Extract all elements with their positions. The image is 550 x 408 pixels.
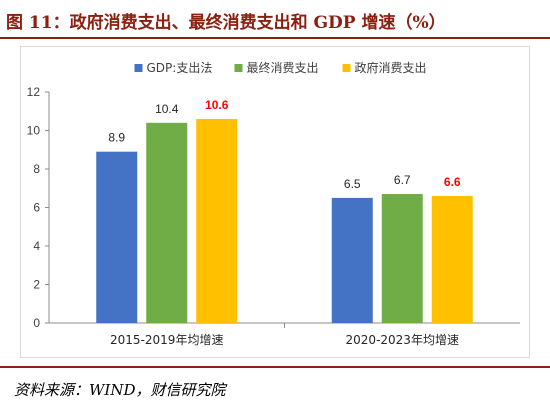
bar	[431, 195, 473, 323]
y-tick-label: 8	[33, 162, 40, 176]
legend-swatch	[234, 64, 243, 72]
plot-frame	[20, 46, 530, 358]
y-tick-label: 2	[33, 278, 40, 292]
bar	[196, 118, 238, 323]
data-label: 8.9	[108, 131, 125, 145]
data-label: 6.5	[344, 177, 361, 191]
y-tick-label: 4	[33, 239, 40, 253]
title-divider	[0, 37, 550, 39]
bar	[146, 122, 188, 323]
data-label: 6.7	[394, 173, 411, 187]
x-tick-label: 2020-2023年均增速	[346, 333, 459, 347]
y-tick-label: 12	[27, 85, 41, 99]
x-tick-label: 2015-2019年均增速	[110, 333, 223, 347]
source-note: 资料来源：WIND，财信研究院	[14, 381, 226, 399]
bar	[331, 197, 373, 323]
footer-divider	[0, 366, 550, 368]
data-label: 10.6	[205, 98, 229, 112]
y-tick-label: 0	[33, 316, 40, 330]
bar	[381, 194, 423, 323]
data-label: 6.6	[444, 175, 461, 189]
legend-label: 最终消费支出	[247, 60, 319, 75]
legend-swatch	[134, 64, 143, 72]
legend-label: 政府消费支出	[355, 60, 427, 75]
legend-swatch	[342, 64, 351, 72]
legend-label: GDP:支出法	[147, 61, 213, 75]
bar	[96, 151, 138, 323]
y-tick-label: 10	[27, 124, 41, 138]
y-tick-label: 6	[33, 201, 40, 215]
chart-title: 图 11：政府消费支出、最终消费支出和 GDP 增速（%）	[6, 13, 446, 33]
data-label: 10.4	[155, 102, 179, 116]
